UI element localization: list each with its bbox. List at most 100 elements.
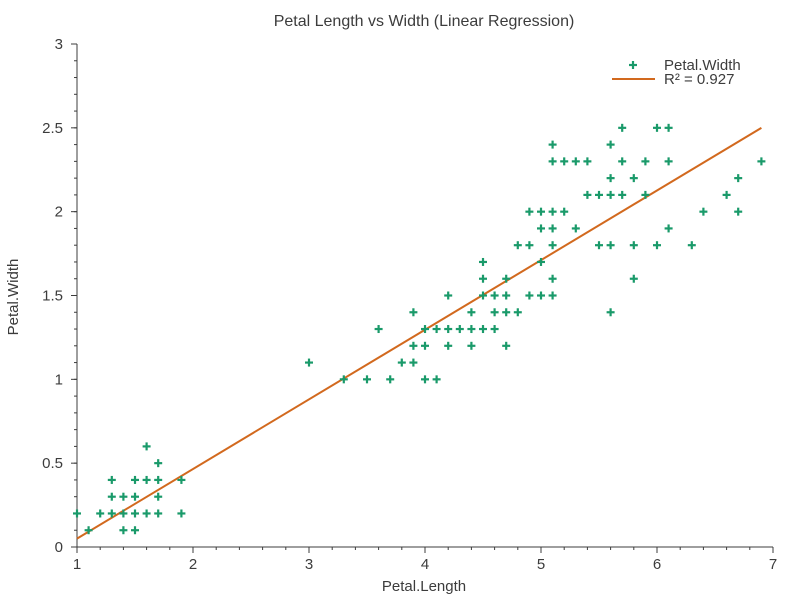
data-point xyxy=(421,325,429,334)
data-point xyxy=(154,459,163,468)
data-point xyxy=(339,375,348,384)
data-point xyxy=(653,241,661,250)
data-point xyxy=(664,157,673,166)
data-point xyxy=(583,190,592,199)
legend: Petal.Width R² = 0.927 xyxy=(612,57,741,88)
legend-marker-scatter xyxy=(629,61,637,69)
data-point xyxy=(119,509,128,518)
x-tick-label: 1 xyxy=(73,556,81,573)
data-point xyxy=(421,375,429,384)
data-point xyxy=(734,207,743,216)
data-point xyxy=(548,241,557,250)
data-points xyxy=(73,123,766,535)
x-tick-label: 4 xyxy=(421,556,429,573)
data-point xyxy=(397,358,406,367)
data-point xyxy=(455,325,464,334)
data-point xyxy=(525,291,534,300)
data-point xyxy=(142,442,151,451)
data-point xyxy=(606,241,615,250)
x-axis-label: Petal.Length xyxy=(382,578,466,595)
data-point xyxy=(305,358,313,367)
data-point xyxy=(525,241,534,250)
data-point xyxy=(119,526,128,535)
data-point xyxy=(687,241,696,250)
data-point xyxy=(664,224,673,233)
data-point xyxy=(606,308,615,317)
data-point xyxy=(548,157,557,166)
chart-title: Petal Length vs Width (Linear Regression… xyxy=(274,13,575,30)
data-point xyxy=(513,241,522,250)
y-ticks: 0 0.5 1 1.5 2 2.5 3 xyxy=(42,36,77,556)
data-point xyxy=(571,157,580,166)
legend-label-scatter: Petal.Width xyxy=(664,57,741,74)
data-point xyxy=(363,375,371,384)
y-tick-label: 0 xyxy=(55,539,63,556)
data-point xyxy=(154,492,163,501)
data-point xyxy=(537,207,545,216)
data-point xyxy=(467,308,476,317)
data-point xyxy=(502,291,511,300)
legend-plus-icon xyxy=(629,61,637,69)
data-point xyxy=(664,123,673,132)
data-point xyxy=(583,157,592,166)
data-point xyxy=(479,291,487,300)
data-point xyxy=(131,475,139,484)
y-tick-label: 2.5 xyxy=(42,120,63,137)
data-point xyxy=(479,274,487,283)
data-point xyxy=(490,308,499,317)
data-point xyxy=(548,140,557,149)
data-point xyxy=(595,190,603,199)
data-point xyxy=(154,509,163,518)
data-point xyxy=(177,509,186,518)
data-point xyxy=(699,207,708,216)
data-point xyxy=(467,325,476,334)
data-point xyxy=(96,509,105,518)
data-point xyxy=(513,308,522,317)
data-point xyxy=(618,123,627,132)
data-point xyxy=(502,341,511,350)
data-point xyxy=(629,241,638,250)
data-point xyxy=(409,308,418,317)
data-point xyxy=(386,375,395,384)
data-point xyxy=(560,157,569,166)
data-point xyxy=(606,174,615,183)
data-point xyxy=(548,291,557,300)
data-point xyxy=(142,475,151,484)
data-point xyxy=(131,526,139,535)
regression-line xyxy=(76,126,762,540)
data-point xyxy=(467,341,476,350)
data-point xyxy=(757,157,766,166)
y-tick-label: 1.5 xyxy=(42,288,63,305)
data-point xyxy=(537,291,545,300)
data-point xyxy=(444,325,453,334)
data-point xyxy=(537,257,545,266)
data-point xyxy=(502,308,511,317)
x-tick-label: 7 xyxy=(769,556,777,573)
data-point xyxy=(548,274,557,283)
data-point xyxy=(653,123,661,132)
data-point xyxy=(618,157,627,166)
data-point xyxy=(107,492,116,501)
data-point xyxy=(432,325,441,334)
y-axis-label: Petal.Width xyxy=(5,259,22,336)
data-point xyxy=(479,257,487,266)
data-point xyxy=(444,341,453,350)
data-point xyxy=(548,207,557,216)
data-point xyxy=(629,274,638,283)
legend-label-line: R² = 0.927 xyxy=(664,71,734,88)
data-point xyxy=(571,224,580,233)
data-point xyxy=(142,509,151,518)
x-tick-label: 5 xyxy=(537,556,545,573)
x-ticks: 1 2 3 4 5 6 7 xyxy=(73,547,777,573)
data-point xyxy=(560,207,569,216)
data-point xyxy=(432,375,441,384)
data-point xyxy=(131,492,139,501)
x-tick-label: 6 xyxy=(653,556,661,573)
x-tick-label: 2 xyxy=(189,556,197,573)
data-point xyxy=(618,190,627,199)
data-point xyxy=(374,325,383,334)
x-tick-label: 3 xyxy=(305,556,313,573)
data-point xyxy=(409,358,418,367)
data-point xyxy=(490,325,499,334)
